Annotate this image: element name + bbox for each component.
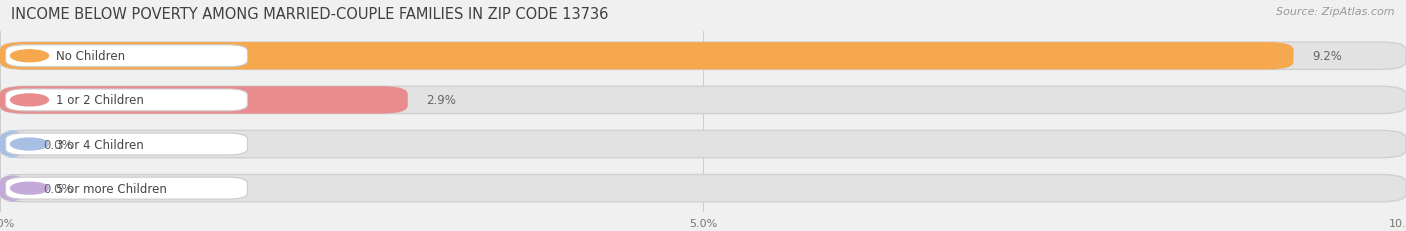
Text: 2.9%: 2.9% [426,94,456,107]
FancyBboxPatch shape [0,43,1294,70]
FancyBboxPatch shape [6,134,247,155]
Text: 0.0%: 0.0% [44,182,73,195]
FancyBboxPatch shape [0,175,25,202]
Text: 0.0%: 0.0% [44,138,73,151]
Circle shape [11,138,48,150]
FancyBboxPatch shape [6,177,247,199]
Text: 9.2%: 9.2% [1312,50,1341,63]
FancyBboxPatch shape [0,87,408,114]
Text: 1 or 2 Children: 1 or 2 Children [56,94,145,107]
Text: 3 or 4 Children: 3 or 4 Children [56,138,143,151]
Circle shape [11,182,48,194]
Circle shape [11,51,48,62]
Circle shape [11,94,48,106]
FancyBboxPatch shape [6,46,247,67]
Text: 5 or more Children: 5 or more Children [56,182,167,195]
FancyBboxPatch shape [0,87,1406,114]
FancyBboxPatch shape [0,175,1406,202]
Text: No Children: No Children [56,50,125,63]
FancyBboxPatch shape [0,43,1406,70]
FancyBboxPatch shape [6,90,247,111]
Text: INCOME BELOW POVERTY AMONG MARRIED-COUPLE FAMILIES IN ZIP CODE 13736: INCOME BELOW POVERTY AMONG MARRIED-COUPL… [11,7,609,22]
Text: Source: ZipAtlas.com: Source: ZipAtlas.com [1277,7,1395,17]
FancyBboxPatch shape [0,131,25,158]
FancyBboxPatch shape [0,131,1406,158]
